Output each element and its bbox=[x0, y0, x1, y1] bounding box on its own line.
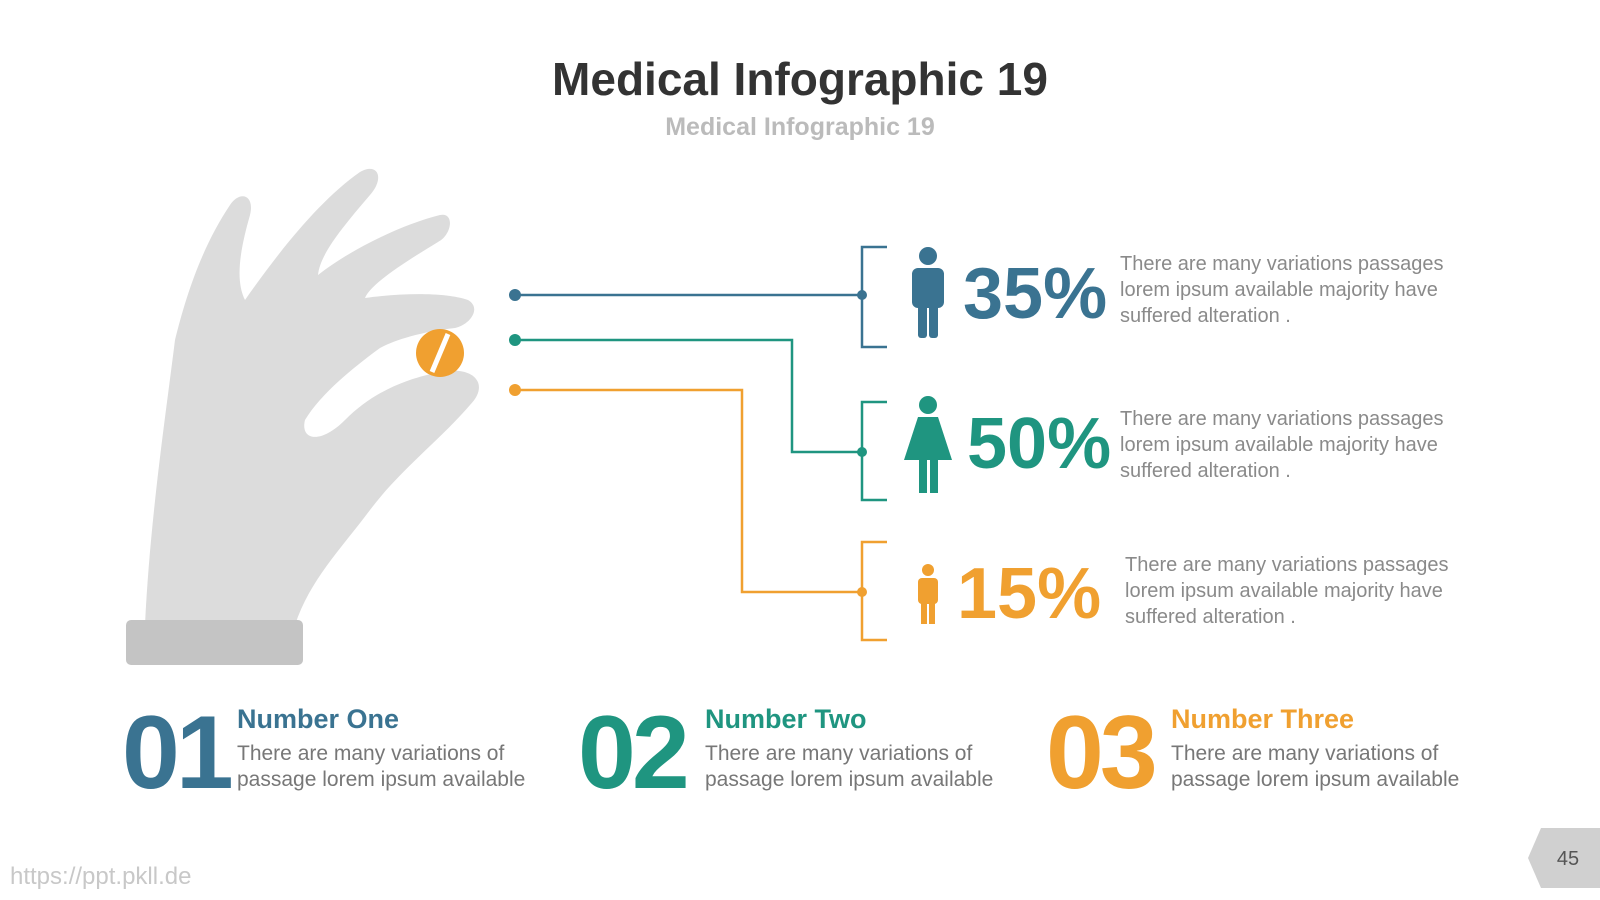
person-icon bbox=[918, 564, 938, 624]
item-text: There are many variations of bbox=[1171, 742, 1438, 765]
stat-text: lorem ipsum available majority have bbox=[1120, 279, 1438, 301]
item-title: Number Three bbox=[1171, 704, 1354, 734]
stat-text: There are many variations passages bbox=[1120, 408, 1444, 430]
shape bbox=[126, 620, 303, 665]
shape bbox=[919, 396, 937, 414]
item-text: There are many variations of bbox=[237, 742, 504, 765]
shape bbox=[929, 300, 938, 338]
shape bbox=[919, 247, 937, 265]
shape bbox=[918, 578, 938, 604]
shape bbox=[930, 455, 938, 493]
shape bbox=[860, 540, 887, 642]
item-number: 03 bbox=[1046, 695, 1155, 811]
connector bbox=[515, 338, 862, 454]
stat-text: lorem ipsum available majority have bbox=[1125, 580, 1443, 602]
shape bbox=[918, 300, 927, 338]
item-text: passage lorem ipsum available bbox=[705, 768, 993, 791]
stat-text: suffered alteration . bbox=[1120, 460, 1291, 482]
shape bbox=[919, 455, 927, 493]
stat-text: suffered alteration . bbox=[1120, 305, 1291, 327]
item-title: Number One bbox=[237, 704, 399, 734]
shape bbox=[922, 564, 934, 576]
item-text: passage lorem ipsum available bbox=[1171, 768, 1459, 791]
connectors bbox=[509, 245, 887, 642]
stat-value: 15% bbox=[957, 554, 1101, 634]
shape bbox=[509, 384, 521, 396]
hand-illustration bbox=[126, 168, 479, 665]
shape bbox=[860, 245, 887, 349]
shape bbox=[921, 598, 927, 624]
item-title: Number Two bbox=[705, 704, 867, 734]
shape bbox=[145, 168, 479, 625]
connector bbox=[515, 388, 862, 594]
shape bbox=[904, 417, 952, 460]
footer-url: https://ppt.pkll.de bbox=[10, 863, 191, 890]
stat-text: There are many variations passages bbox=[1120, 253, 1444, 275]
shape bbox=[429, 333, 451, 373]
item-number: 02 bbox=[578, 695, 686, 811]
subtitle: Medical Infographic 19 bbox=[665, 113, 935, 141]
page-tag bbox=[1528, 828, 1600, 888]
shape bbox=[509, 289, 521, 301]
stat-text: lorem ipsum available majority have bbox=[1120, 434, 1438, 456]
item-text: There are many variations of bbox=[705, 742, 972, 765]
shape bbox=[860, 400, 887, 502]
stat-value: 35% bbox=[963, 254, 1107, 334]
item-text: passage lorem ipsum available bbox=[237, 768, 525, 791]
shape bbox=[912, 268, 944, 308]
page-number: 45 bbox=[1557, 848, 1579, 870]
stat-text: suffered alteration . bbox=[1125, 606, 1296, 628]
stat-value: 50% bbox=[967, 404, 1111, 484]
title: Medical Infographic 19 bbox=[552, 53, 1048, 105]
shape bbox=[929, 598, 935, 624]
shape bbox=[509, 334, 521, 346]
item-number: 01 bbox=[122, 695, 231, 811]
stat-text: There are many variations passages bbox=[1125, 554, 1449, 576]
person-icon bbox=[904, 396, 952, 493]
person-icon bbox=[912, 247, 944, 338]
